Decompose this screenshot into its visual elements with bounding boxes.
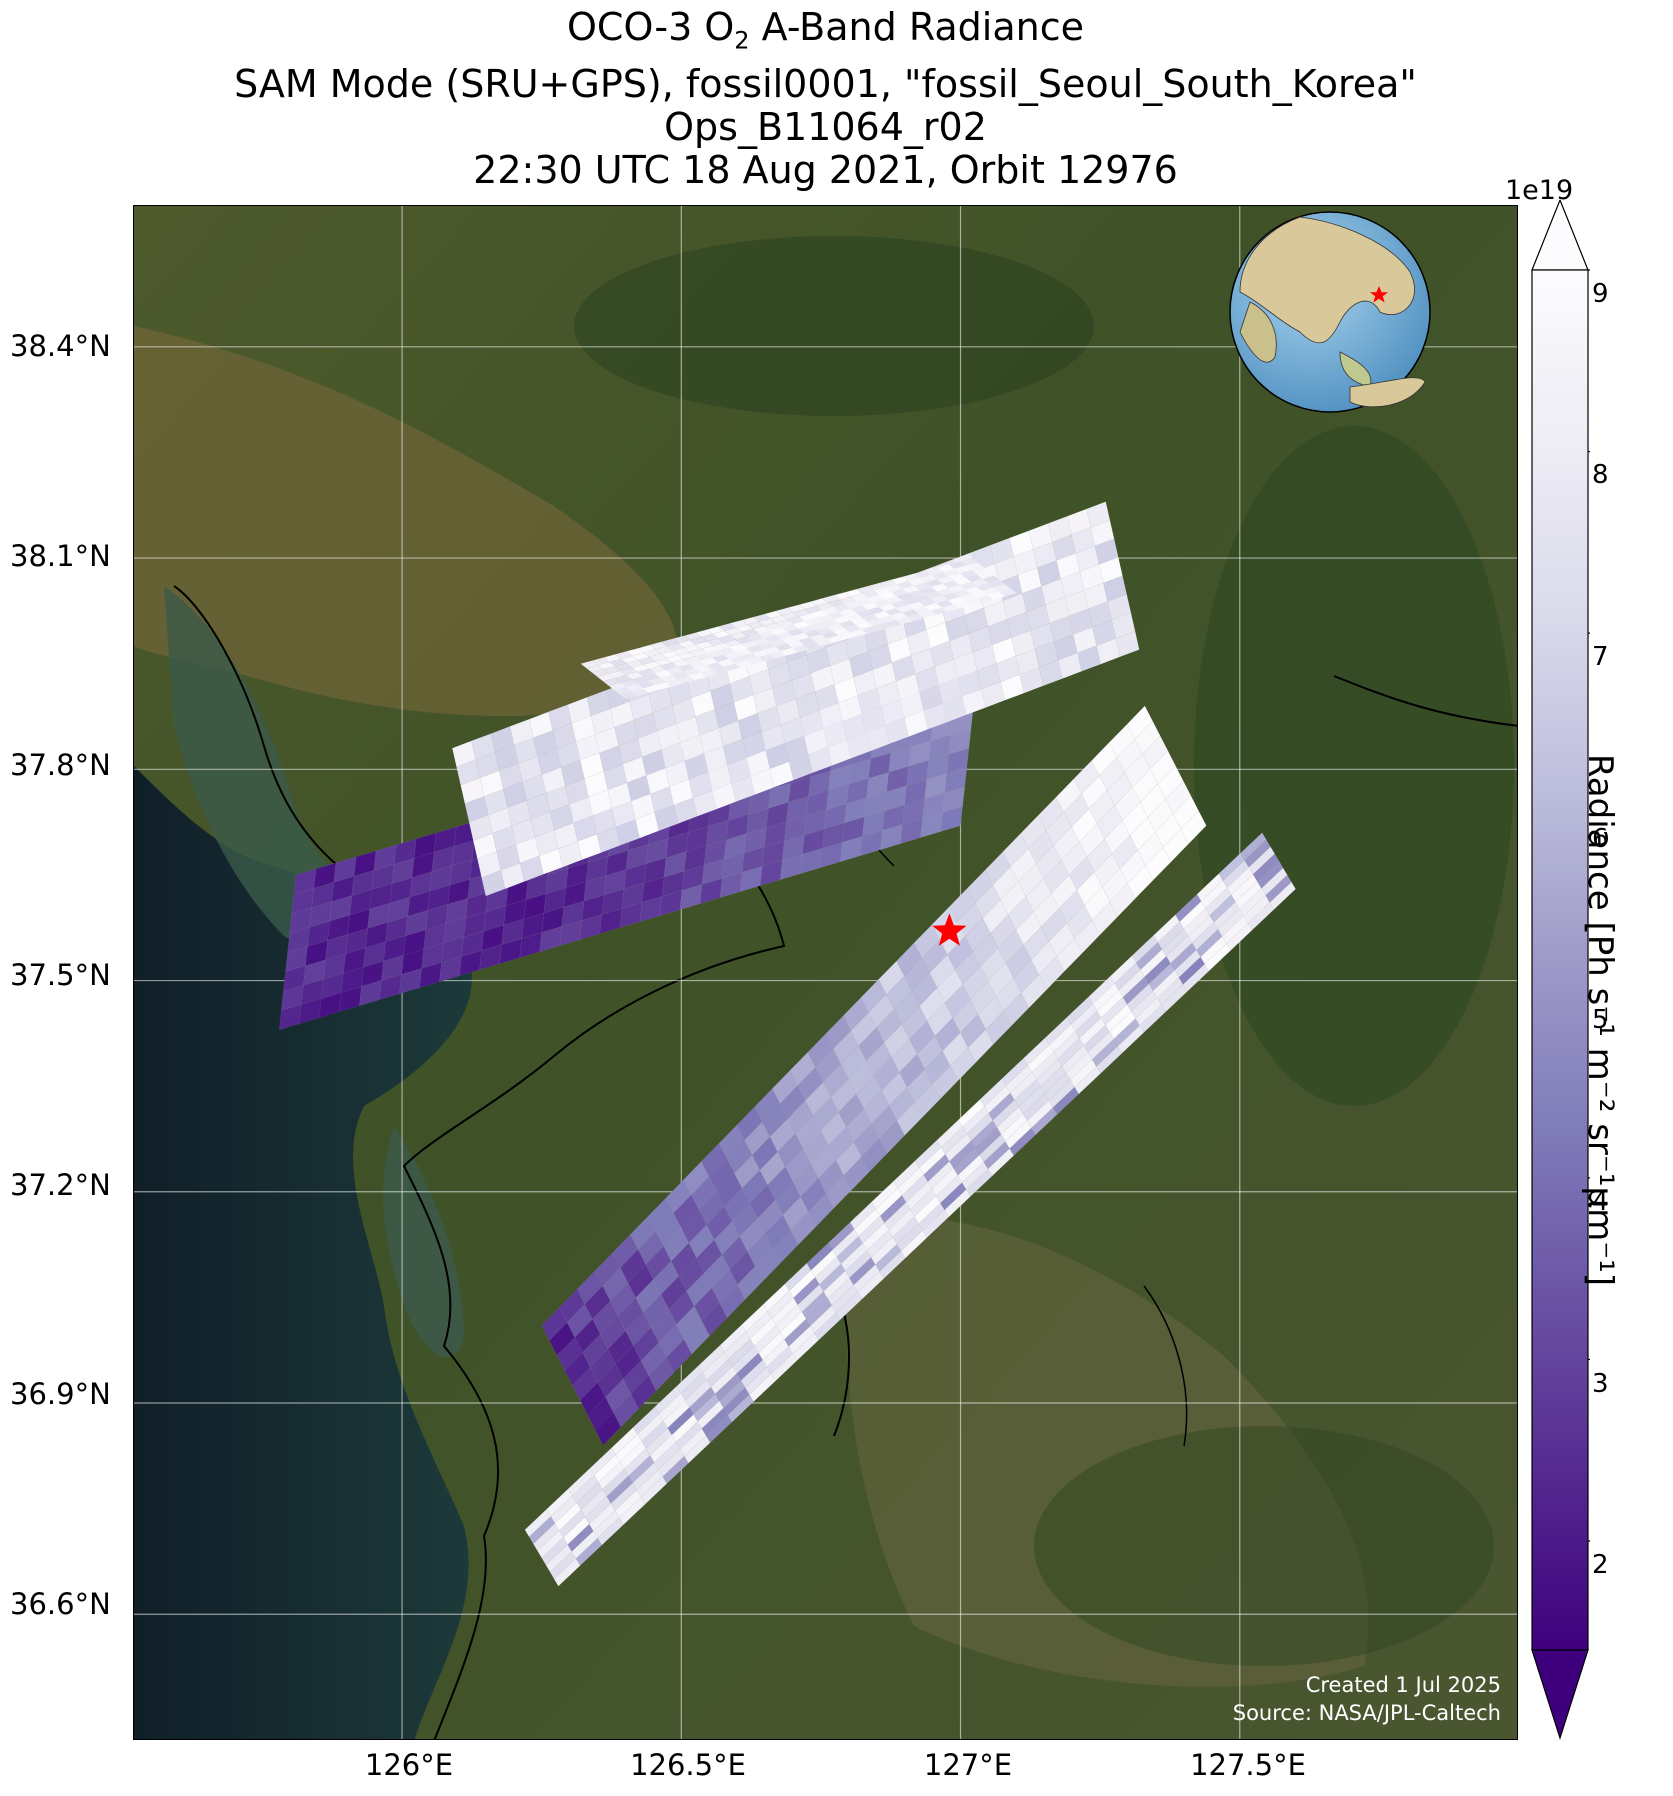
credit-source: Source: NASA/JPL-Caltech [1232,1701,1501,1725]
lat-tick-label: 37.2°N [10,1168,111,1202]
colorbar [1531,200,1590,1740]
lat-tick-label: 36.9°N [10,1377,111,1411]
map-panel[interactable]: Created 1 Jul 2025 Source: NASA/JPL-Calt… [133,205,1518,1740]
colorbar-tick-label: 8 [1592,460,1609,490]
colorbar-multiplier: 1e19 [1505,175,1574,206]
lon-tick-label: 126°E [364,1748,454,1782]
map-canvas [134,206,1517,1739]
data-overlay [134,206,1517,1739]
title-line-4: 22:30 UTC 18 Aug 2021, Orbit 12976 [473,147,1178,192]
swath-cell [959,557,978,566]
colorbar-tick-label: 2 [1592,1550,1609,1580]
colorbar-tick-label: 4 [1592,1187,1609,1217]
colorbar-ticks [1588,269,1590,1542]
swath [524,832,1296,1587]
terrain-mountain [574,236,1094,416]
sea-area [134,766,472,1739]
target-marker [932,913,967,946]
swath [541,705,1207,1446]
terrain-mountain [1194,426,1514,1106]
colorbar-tick-label: 5 [1592,1005,1609,1035]
colorbar-extend-min [1531,1649,1589,1740]
colorbar-label: Radiance [Ph s⁻¹ m⁻² sr⁻¹μm⁻¹] [1580,753,1620,1287]
colorbar-tick-label: 7 [1592,642,1609,672]
colorbar-tick-label: 3 [1592,1369,1609,1399]
coastline [1143,1285,1188,1447]
title-line-1: OCO-3 O2 A-Band Radiance [567,5,1084,55]
tidal-flat [164,586,434,958]
credit-text: Created 1 Jul 2025 Source: NASA/JPL-Calt… [1233,1671,1501,1727]
inset-globe [1229,211,1431,413]
terrain-plain [134,326,679,716]
swath-cell [1240,832,1267,861]
colorbar-extend-max [1531,200,1589,271]
terrain-mountain [1034,1426,1494,1666]
swath [580,557,1017,700]
border-line [1333,675,1517,727]
globe-land-india [1239,301,1277,363]
target-star-icon [932,913,967,946]
lon-tick-label: 127°E [923,1748,1013,1782]
globe-land-australia [1349,377,1426,408]
radiance-swaths [278,501,1296,1587]
lat-tick-label: 38.1°N [10,539,111,573]
swath-cell [1126,705,1153,740]
colorbar-gradient [1531,269,1589,1651]
credit-created: Created 1 Jul 2025 [1305,1673,1501,1697]
lat-tick-label: 38.4°N [10,329,111,363]
title-line-2: SAM Mode (SRU+GPS), fossil0001, "fossil_… [234,61,1417,106]
lat-tick-label: 36.6°N [10,1587,111,1621]
title-line-3: Ops_B11064_r02 [664,104,987,149]
colorbar-tick-label: 6 [1592,824,1609,854]
globe-land-asia [1239,216,1415,344]
chart-title: OCO-3 O2 A-Band Radiance SAM Mode (SRU+G… [133,6,1518,192]
lon-tick-label: 126.5°E [630,1748,746,1782]
lat-tick-label: 37.8°N [10,748,111,782]
lat-tick-label: 37.5°N [10,958,111,992]
lon-tick-label: 127.5°E [1190,1748,1306,1782]
colorbar-tick-label: 9 [1592,279,1609,309]
swath-cell [1086,501,1111,528]
globe-star-icon [1370,286,1388,303]
tidal-flat [383,1126,464,1358]
